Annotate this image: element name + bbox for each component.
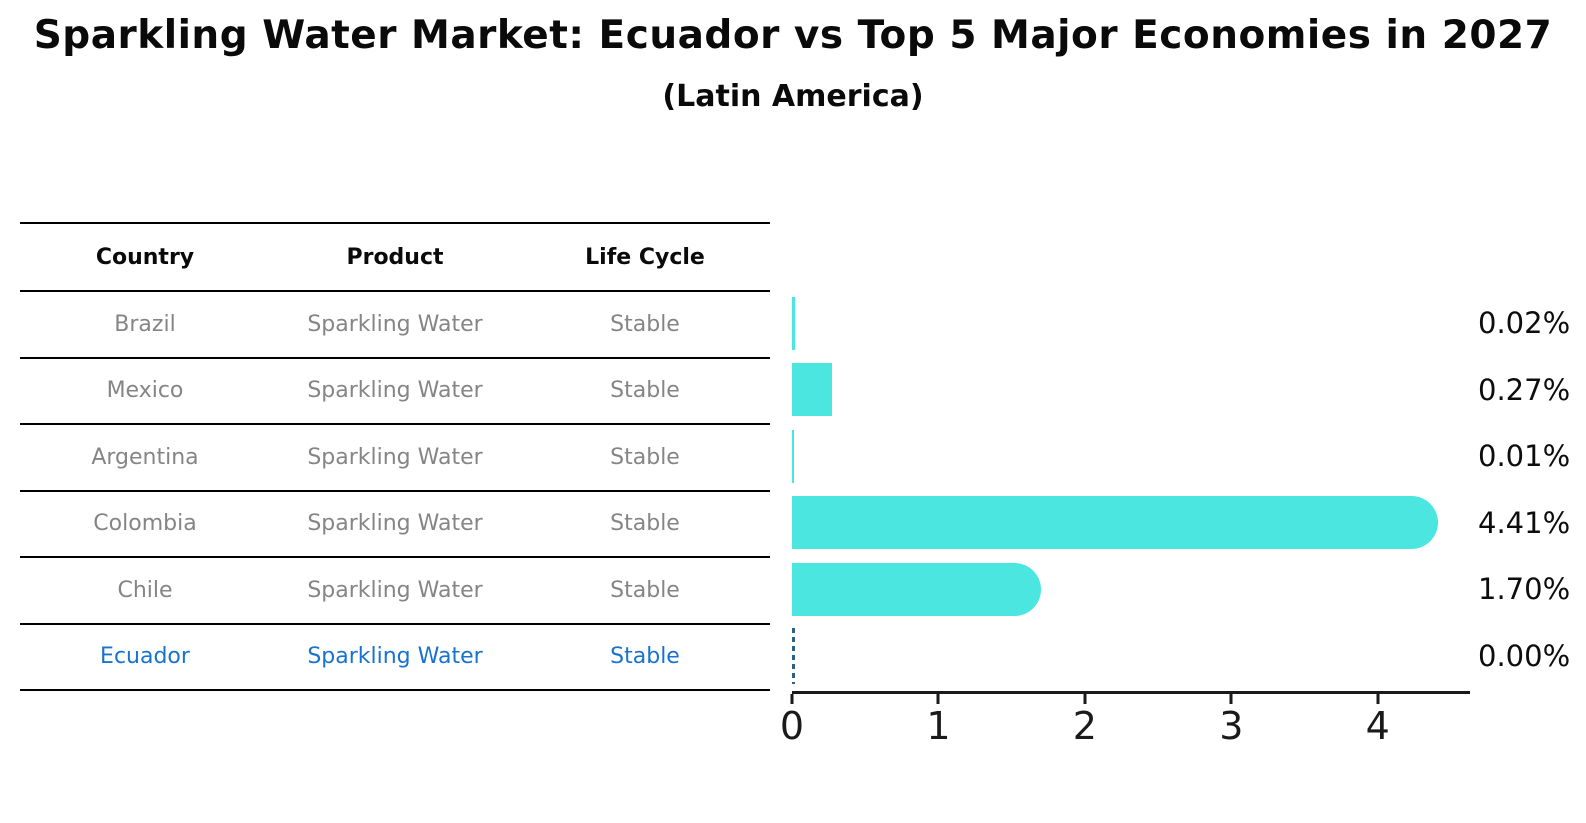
table-cell-life-cycle: Stable bbox=[610, 644, 680, 670]
bar-mexico bbox=[792, 363, 832, 417]
bar-chart: 0.02% 0.27% 0.01% 4.41% 1.70% 0.00% bbox=[792, 290, 1570, 690]
table-row-argentina: Argentina Sparkling Water Stable bbox=[20, 425, 770, 492]
table-cell-product: Sparkling Water bbox=[307, 311, 483, 337]
bar-brazil bbox=[792, 296, 795, 350]
table-cell-life-cycle: Stable bbox=[610, 511, 680, 537]
x-axis-tick-label: 0 bbox=[779, 704, 805, 748]
table-cell-life-cycle: Stable bbox=[610, 311, 680, 337]
bar-chile bbox=[792, 562, 1041, 616]
table-cell-life-cycle: Stable bbox=[610, 378, 680, 404]
table-row-chile: Chile Sparkling Water Stable bbox=[20, 558, 770, 625]
ecuador-zero-dashed-marker bbox=[792, 628, 795, 684]
table-cell-country: Argentina bbox=[91, 444, 199, 470]
table-row-mexico: Mexico Sparkling Water Stable bbox=[20, 359, 770, 425]
bar-row-brazil: 0.02% bbox=[792, 290, 1570, 357]
x-axis-tick bbox=[790, 694, 794, 704]
x-axis-tick-label: 4 bbox=[1365, 704, 1390, 748]
table-header-row: Country Product Life Cycle bbox=[20, 224, 770, 292]
table-cell-country: Mexico bbox=[106, 378, 184, 404]
table-cell-life-cycle: Stable bbox=[610, 577, 680, 603]
table-cell-product: Sparkling Water bbox=[307, 577, 483, 603]
bar-value-label-chile: 1.70% bbox=[1478, 572, 1571, 607]
x-axis-tick bbox=[1229, 694, 1233, 704]
bar-argentina bbox=[792, 429, 794, 483]
table-cell-product: Sparkling Water bbox=[307, 644, 483, 670]
table-cell-country: Ecuador bbox=[100, 644, 190, 670]
table-cell-country: Chile bbox=[117, 577, 173, 603]
bar-value-label-ecuador: 0.00% bbox=[1478, 638, 1571, 673]
bar-value-label-colombia: 4.41% bbox=[1478, 505, 1571, 540]
country-table: Country Product Life Cycle Brazil Sparkl… bbox=[20, 222, 770, 691]
chart-subtitle: (Latin America) bbox=[662, 79, 924, 114]
table-row-brazil: Brazil Sparkling Water Stable bbox=[20, 292, 770, 359]
bar-row-ecuador: 0.00% bbox=[792, 623, 1570, 690]
bar-row-argentina: 0.01% bbox=[792, 423, 1570, 490]
bar-value-label-brazil: 0.02% bbox=[1478, 306, 1571, 341]
table-header-life-cycle: Life Cycle bbox=[585, 244, 705, 270]
x-axis-tick bbox=[1376, 694, 1380, 704]
table-cell-product: Sparkling Water bbox=[307, 511, 483, 537]
table-row-colombia: Colombia Sparkling Water Stable bbox=[20, 492, 770, 558]
bar-value-label-argentina: 0.01% bbox=[1478, 439, 1571, 474]
table-cell-country: Brazil bbox=[114, 311, 176, 337]
table-cell-life-cycle: Stable bbox=[610, 444, 680, 470]
table-header-country: Country bbox=[95, 244, 195, 270]
x-axis: 0 1 2 3 4 bbox=[780, 691, 1470, 748]
bar-row-mexico: 0.27% bbox=[792, 357, 1570, 424]
x-axis-tick bbox=[1083, 694, 1087, 704]
table-cell-country: Colombia bbox=[93, 511, 197, 537]
table-cell-product: Sparkling Water bbox=[307, 444, 483, 470]
table-row-ecuador: Ecuador Sparkling Water Stable bbox=[20, 625, 770, 691]
x-axis-tick-label: 3 bbox=[1219, 704, 1244, 748]
x-axis-tick-label: 2 bbox=[1072, 704, 1097, 748]
bar-value-label-mexico: 0.27% bbox=[1478, 372, 1571, 407]
chart-title: Sparkling Water Market: Ecuador vs Top 5… bbox=[33, 13, 1553, 58]
x-axis-tick-label: 1 bbox=[926, 704, 951, 748]
bar-row-chile: 1.70% bbox=[792, 556, 1570, 623]
bar-colombia bbox=[792, 496, 1438, 550]
table-cell-product: Sparkling Water bbox=[307, 378, 483, 404]
bar-row-colombia: 4.41% bbox=[792, 490, 1570, 557]
x-axis-tick bbox=[936, 694, 940, 704]
table-header-product: Product bbox=[346, 244, 444, 270]
